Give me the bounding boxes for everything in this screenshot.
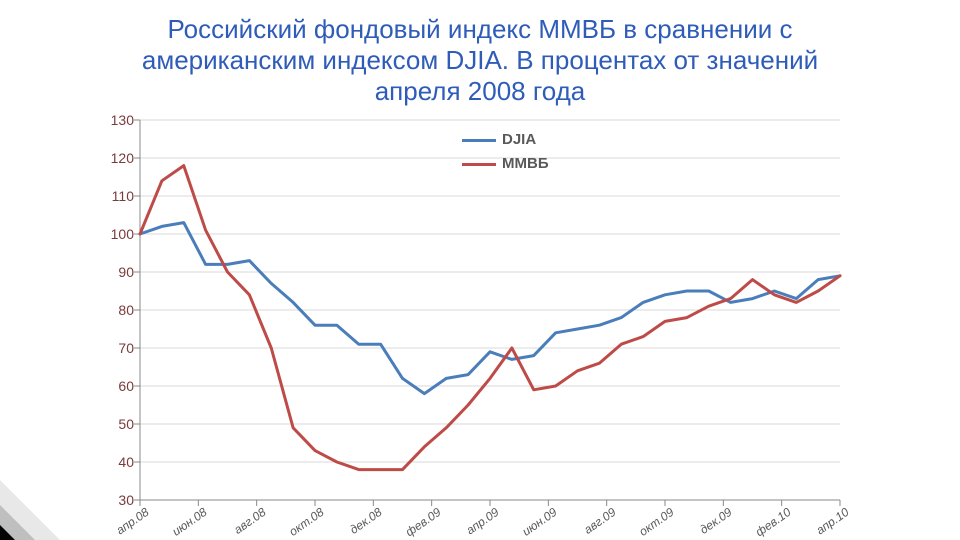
chart-title: Российский фондовый индекс ММВБ в сравне… [0,0,960,112]
y-tick-label: 100 [111,226,140,242]
y-tick-label: 130 [111,112,140,128]
x-tick-label: дек.08 [344,500,385,537]
x-tick-label: апр.08 [110,500,151,537]
x-tick-label: окт.08 [283,500,326,539]
legend-label: ММВБ [502,155,549,172]
x-tick-label: апр.10 [810,500,851,537]
x-tick-label: дек.09 [694,500,735,537]
legend-swatch [462,139,496,142]
legend-swatch [462,163,496,166]
line-chart: 30405060708090100110120130апр.08июн.08ав… [140,120,840,500]
x-tick-label: фев.09 [399,500,443,539]
title-line-2: американским индексом DJIA. В процентах … [142,45,818,75]
corner-decoration [0,450,90,540]
x-tick-label: июн.09 [516,500,559,539]
slide: Российский фондовый индекс ММВБ в сравне… [0,0,960,540]
x-tick-label: авг.09 [578,500,619,537]
y-tick-label: 40 [118,454,140,470]
y-tick-label: 120 [111,150,140,166]
legend-item-1: ММВБ [462,155,549,172]
x-tick-label: авг.08 [228,500,269,537]
y-tick-label: 80 [118,302,140,318]
legend-label: DJIA [502,131,536,148]
y-tick-label: 90 [118,264,140,280]
x-tick-label: окт.09 [633,500,676,539]
y-tick-label: 110 [112,188,140,204]
chart-svg [140,120,840,500]
y-tick-label: 60 [118,378,140,394]
x-tick-label: фев.10 [749,500,793,539]
y-tick-label: 50 [118,416,140,432]
legend-item-0: DJIA [462,131,536,148]
title-line-3: апреля 2008 года [375,76,586,106]
x-tick-label: апр.09 [460,500,501,537]
title-line-1: Российский фондовый индекс ММВБ в сравне… [167,14,792,44]
y-tick-label: 70 [118,340,140,356]
x-tick-label: июн.08 [166,500,209,539]
